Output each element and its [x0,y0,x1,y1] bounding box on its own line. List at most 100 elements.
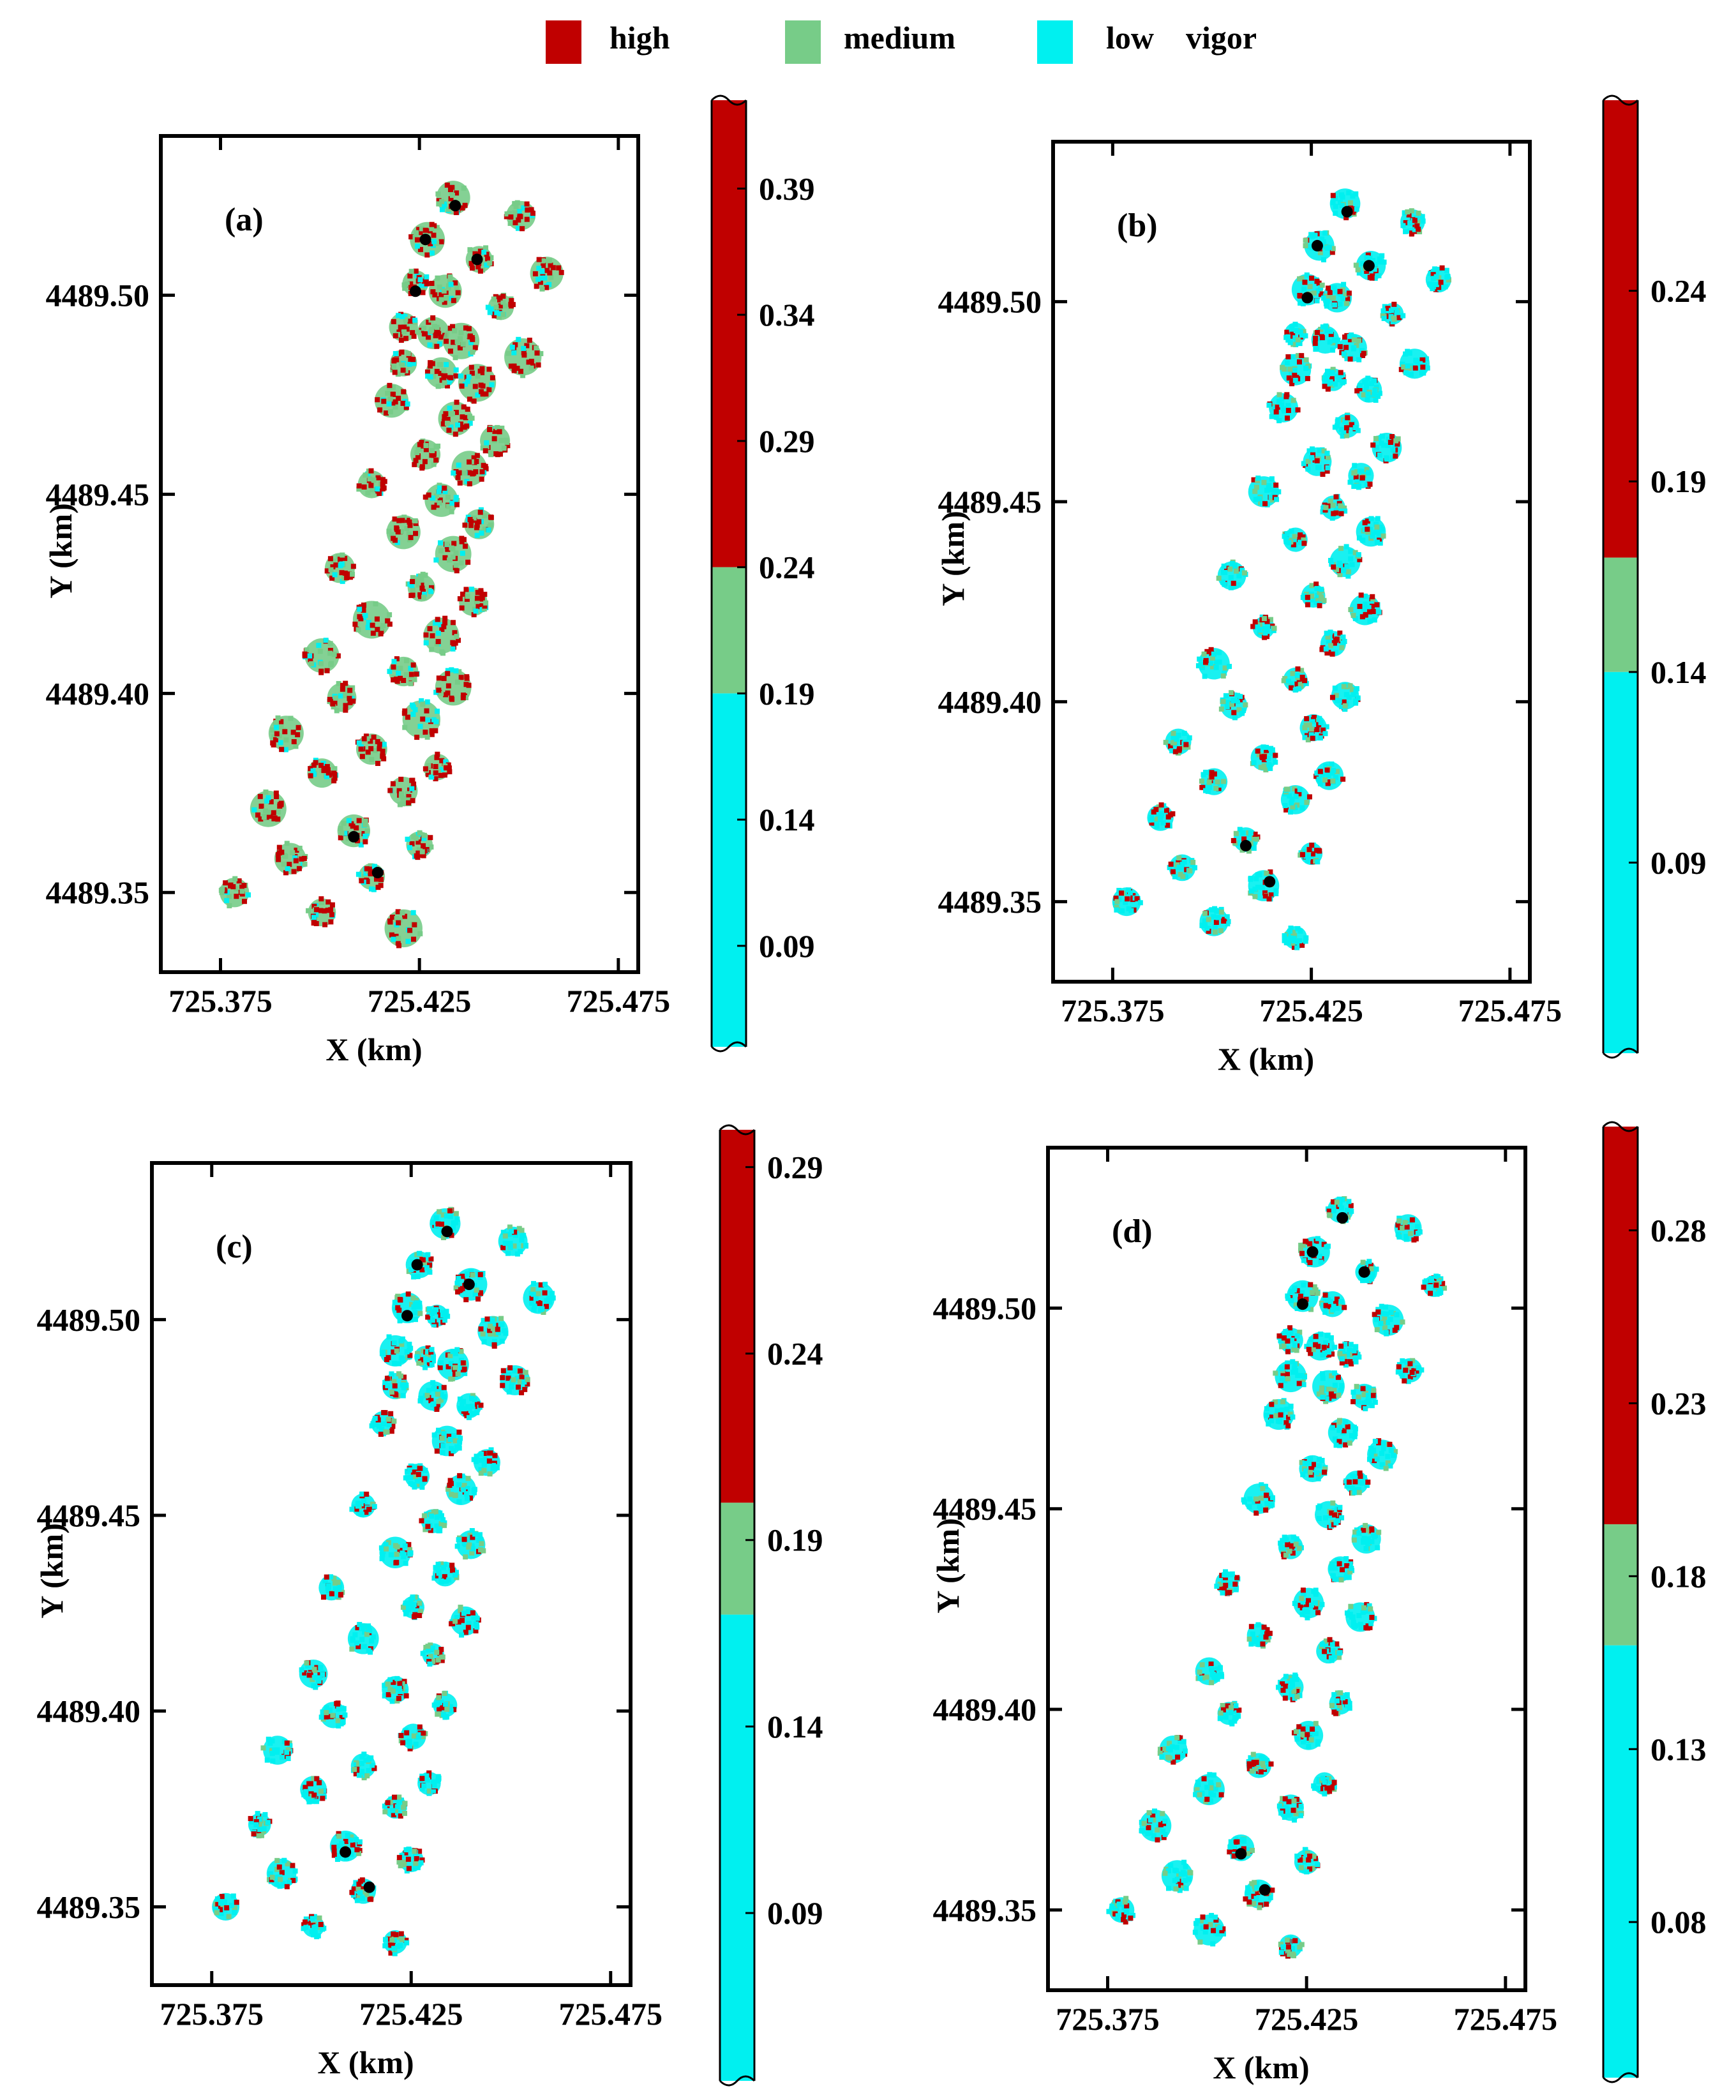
tree-pixel [435,369,440,374]
tree-pixel [361,1751,366,1757]
tree-pixel [413,1317,418,1322]
x-tick-label: 725.425 [1259,993,1363,1028]
tree-pixel [411,1866,416,1871]
tree-pixel [507,1390,512,1395]
tree-pixel [286,1756,291,1761]
tree-pixel [318,1922,324,1927]
tree-pixel [270,1759,275,1764]
tree-pixel [433,458,438,463]
tree-pixel [1361,351,1366,356]
tree-pixel [505,1251,511,1256]
tree-pixel [1333,211,1338,216]
tree-pixel [420,717,425,722]
tree-pixel [519,1238,524,1243]
tree-pixel [389,1390,394,1395]
tree-pixel [438,773,444,778]
tree-pixel [1347,1441,1352,1446]
y-tick-label: 4489.50 [938,284,1042,320]
tree-pixel [483,391,488,396]
tree-pixel [509,303,514,308]
tree-pixel [396,1371,401,1376]
tree-pixel [400,363,405,368]
tree-pixel [385,1681,391,1686]
tree-pixel [333,772,338,777]
tree-pixel [1231,698,1236,703]
tree-pixel [475,453,480,458]
tree-pixel [395,1804,400,1810]
tree-pixel [324,1575,329,1580]
tree-pixel [1328,290,1333,295]
tree-pixel [1371,1393,1376,1398]
tree-pixel [486,366,491,371]
tree-pixel [1375,539,1380,544]
tree-pixel [412,1849,417,1854]
tree-pixel [473,384,478,389]
tree-pixel [430,250,435,255]
tree-pixel [449,546,454,551]
tree-pixel [417,1399,423,1404]
tree-pixel [1400,1226,1405,1231]
tree-pixel [280,1870,285,1875]
tree-pixel [391,536,396,541]
tree-pixel [1273,760,1278,765]
tree-pixel [322,922,327,927]
tree-pixel [1154,821,1159,827]
tree-pixel [1379,1451,1384,1456]
tree-pixel [278,1877,283,1882]
tree-pixel [1373,1439,1378,1444]
tree-pixel [1248,876,1253,881]
tree-pixel [317,1676,322,1681]
tree-pixel [1301,1282,1306,1287]
tree-pixel [436,687,441,693]
tree-pixel [417,1251,422,1256]
tree-pixel [470,1272,475,1277]
tree-pixel [1149,815,1154,820]
y-tick-label: 4489.40 [46,675,150,711]
tree-pixel [1317,1254,1322,1259]
tree-pixel [1291,354,1296,359]
tree-pixel [1393,454,1398,459]
tree-pixel [454,400,460,405]
tree-pixel [385,391,390,396]
tree-pixel [414,671,419,677]
tree-pixel [437,489,442,494]
tree-pixel [1341,282,1346,287]
tree-pixel [324,638,329,643]
tree-pixel [1236,573,1241,578]
tree-pixel [1365,397,1370,402]
tree-pixel [1343,1556,1349,1561]
tree-pixel [1407,1361,1412,1366]
tree-pixel [1306,1347,1312,1352]
tree-pixel [478,1547,483,1552]
tree-pixel [487,1451,492,1456]
panel-title: (d) [1112,1213,1153,1250]
tree-pixel [1330,370,1335,375]
tree-pixel [1234,1575,1239,1580]
tree-pixel [415,1274,421,1279]
tree-pixel [383,1937,388,1942]
tree-pixel [1369,381,1374,386]
tree-pixel [406,1857,411,1862]
tree-pixel [1274,889,1279,894]
tree-pixel [363,839,368,844]
tree-pixel [1287,929,1292,934]
tree-pixel [1338,289,1343,294]
tree-pixel [426,493,431,498]
colorbar-low [720,1615,754,2081]
tree-pixel [417,1311,423,1316]
tree-pixel [1333,1383,1338,1388]
tree-pixel [456,1430,461,1435]
tree-pixel [409,672,414,677]
colorbar: 0.090.140.190.240.290.340.39 [712,96,815,1051]
tree-pixel [422,1513,427,1519]
tree-pixel [1261,480,1266,485]
tree-pixel [1439,280,1444,285]
tree-pixel [410,1296,415,1301]
tree-pixel [1440,266,1445,271]
tree-pixel [415,244,420,249]
tree-pixel [514,204,519,209]
tree-pixel [396,1799,401,1804]
tree-pixel [1284,1407,1289,1412]
tree-pixel [546,1296,551,1301]
tree-pixel [332,1849,337,1854]
